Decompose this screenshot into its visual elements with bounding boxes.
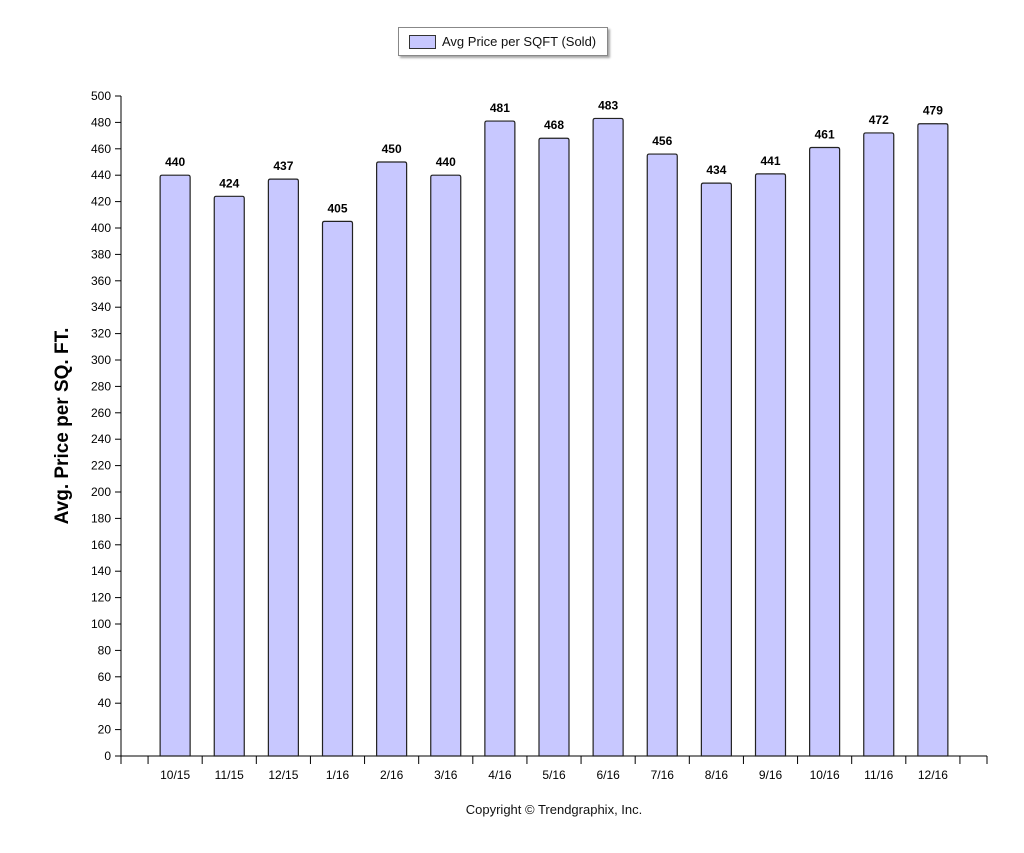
y-tick-label: 260 <box>91 406 111 420</box>
bar-value-label: 440 <box>436 155 456 169</box>
bar <box>592 117 624 757</box>
y-tick-label: 240 <box>91 432 111 446</box>
bar-value-label: 472 <box>869 113 889 127</box>
y-tick-label: 340 <box>91 300 111 314</box>
y-axis: 0 20 40 60 80 100 120 140 160 180 200 220 240 260 280 3… <box>91 89 122 764</box>
x-tick-label: 1/16 <box>326 768 350 782</box>
bar-value-label: 405 <box>327 201 347 215</box>
bar <box>863 132 895 757</box>
x-tick-label: 11/15 <box>215 768 244 782</box>
bar-value-label: 481 <box>490 101 510 115</box>
y-tick-label: 120 <box>91 591 111 605</box>
bar-value-label: 434 <box>706 163 726 177</box>
y-tick-label: 280 <box>91 379 111 393</box>
x-axis: 10/15 11/15 12/15 1/16 2/16 3/16 4/16 5/16 6/16 7… <box>121 755 988 782</box>
x-tick-label: 7/16 <box>651 768 675 782</box>
y-tick-label: 160 <box>91 538 111 552</box>
bar-value-label: 461 <box>815 127 835 141</box>
x-tick-label: 3/16 <box>434 768 458 782</box>
legend-label: Avg Price per SQFT (Sold) <box>442 34 597 49</box>
x-tick-label: 12/16 <box>918 768 948 782</box>
bar <box>754 173 787 757</box>
copyright-text: Copyright © Trendgraphix, Inc. <box>465 802 643 817</box>
legend: Avg Price per SQFT (Sold) <box>398 27 608 56</box>
bar-value-label: 456 <box>652 134 672 148</box>
y-tick-label: 60 <box>98 670 112 684</box>
bar <box>917 123 949 757</box>
y-tick-label: 220 <box>91 459 111 473</box>
bar <box>700 182 732 757</box>
bar <box>267 178 299 757</box>
bar <box>159 174 191 757</box>
x-tick-label: 10/15 <box>160 768 190 782</box>
y-tick-label: 480 <box>91 115 111 129</box>
y-tick-label: 500 <box>91 89 111 103</box>
bar-value-label: 450 <box>382 142 402 156</box>
y-tick-label: 380 <box>91 247 111 261</box>
legend-swatch <box>409 34 436 49</box>
y-tick-label: 320 <box>91 327 111 341</box>
y-tick-label: 440 <box>91 168 111 182</box>
x-tick-label: 8/16 <box>705 768 729 782</box>
bar-value-label: 483 <box>598 98 618 112</box>
y-tick-label: 20 <box>98 723 112 737</box>
x-tick-label: 2/16 <box>380 768 404 782</box>
y-tick-label: 400 <box>91 221 111 235</box>
bar <box>376 161 408 757</box>
y-tick-label: 300 <box>91 353 111 367</box>
y-tick-label: 80 <box>98 643 112 657</box>
y-tick-label: 360 <box>91 274 111 288</box>
bar-value-label: 440 <box>165 155 185 169</box>
bars <box>159 117 949 757</box>
bar <box>484 120 516 757</box>
bar <box>538 137 570 757</box>
bar-value-label: 424 <box>219 176 239 190</box>
x-tick-label: 9/16 <box>759 768 783 782</box>
bar-value-label: 437 <box>273 159 293 173</box>
bar-value-labels: 440 424 437 405 450 440 481 468 483 456 434 441 461 4… <box>165 98 943 215</box>
bar <box>430 174 462 757</box>
y-tick-label: 460 <box>91 142 111 156</box>
bar-value-label: 441 <box>760 154 780 168</box>
bar <box>321 220 354 757</box>
y-tick-label: 180 <box>91 511 111 525</box>
y-tick-label: 100 <box>91 617 111 631</box>
y-tick-label: 40 <box>98 696 112 710</box>
x-tick-label: 10/16 <box>810 768 840 782</box>
bar <box>646 153 678 757</box>
y-tick-label: 140 <box>91 564 111 578</box>
bar <box>213 195 245 757</box>
x-tick-label: 5/16 <box>542 768 566 782</box>
y-tick-label: 0 <box>104 749 111 763</box>
bar-value-label: 479 <box>923 104 943 118</box>
x-tick-label: 6/16 <box>596 768 620 782</box>
y-axis-label: Avg. Price per SQ. FT. <box>52 328 73 525</box>
y-tick-label: 200 <box>91 485 111 499</box>
bar <box>809 146 841 757</box>
bar-value-label: 468 <box>544 118 564 132</box>
x-tick-label: 12/15 <box>268 768 298 782</box>
y-tick-label: 420 <box>91 195 111 209</box>
x-tick-label: 4/16 <box>488 768 512 782</box>
x-tick-label: 11/16 <box>864 768 893 782</box>
